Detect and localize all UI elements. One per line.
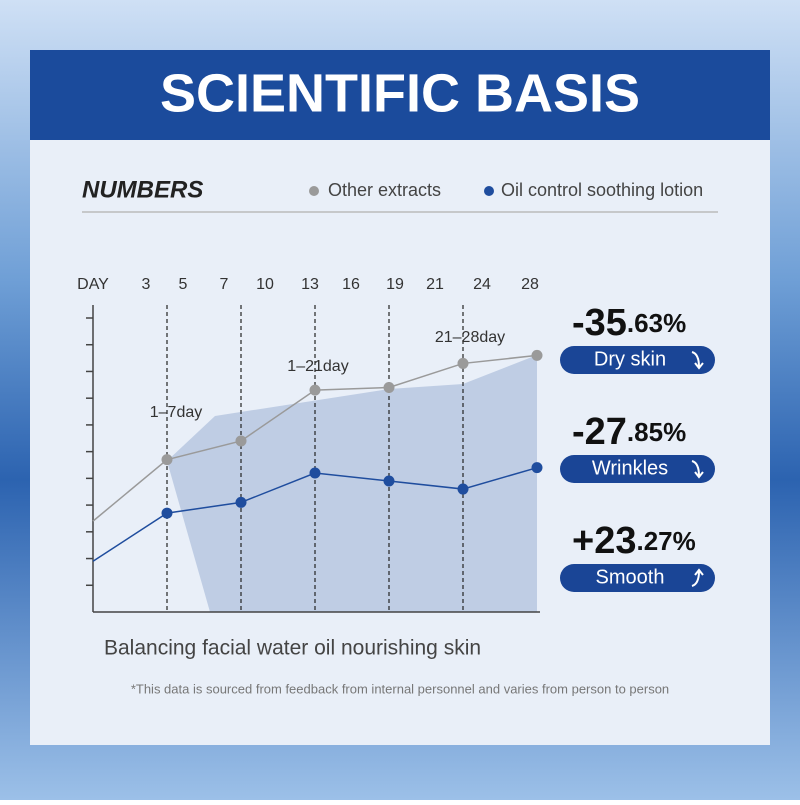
stat-small: .63%: [627, 308, 686, 338]
point: [309, 384, 321, 396]
day-label: 3: [142, 276, 151, 293]
shaded-area: [167, 355, 537, 612]
day-label: 13: [301, 276, 319, 293]
annotation: 21–28day: [435, 329, 505, 346]
dashed-lines: [166, 305, 464, 612]
day-label: 16: [342, 276, 360, 293]
stat-big: -35: [572, 302, 627, 344]
stat-small: .27%: [636, 526, 695, 556]
legend-label: Oil control soothing lotion: [501, 180, 703, 200]
annotation: 1–7day: [150, 404, 203, 421]
header-bar: [30, 50, 770, 140]
caption: Balancing facial water oil nourishing sk…: [104, 637, 481, 660]
point: [457, 483, 469, 495]
point: [383, 381, 395, 393]
point: [383, 475, 395, 487]
day-label: DAY: [77, 276, 109, 293]
stat-value: +23.27%: [572, 520, 696, 562]
point: [235, 435, 247, 447]
legend-marker: [484, 186, 494, 196]
day-label: 10: [256, 276, 274, 293]
point: [235, 496, 247, 508]
stat-value: -27.85%: [572, 411, 686, 453]
annotation: 1–21day: [287, 358, 348, 375]
stat-label: Smooth: [596, 566, 665, 588]
stat-pill: [560, 455, 715, 483]
point: [531, 349, 543, 361]
point: [531, 462, 543, 474]
stat-pill: [560, 346, 715, 374]
section-title: NUMBERS: [82, 176, 203, 203]
legend-marker: [309, 186, 319, 196]
stat-big: -27: [572, 411, 627, 453]
point: [309, 467, 321, 479]
day-label: 28: [521, 276, 539, 293]
point: [161, 454, 173, 466]
stat-arrow: [691, 568, 704, 587]
point: [457, 357, 469, 369]
stat-label: Dry skin: [594, 348, 666, 370]
stat-label: Wrinkles: [592, 457, 668, 479]
point: [161, 507, 173, 519]
stat-arrow: [691, 460, 704, 479]
day-label: 24: [473, 276, 491, 293]
stat-value: -35.63%: [572, 302, 686, 344]
legend-label: Other extracts: [328, 180, 441, 200]
day-label: 5: [179, 276, 188, 293]
day-label: 19: [386, 276, 404, 293]
stat-small: .85%: [627, 417, 686, 447]
day-label: 7: [220, 276, 229, 293]
stat-big: +23: [572, 520, 636, 562]
stat-arrow: [691, 351, 704, 370]
day-label: 21: [426, 276, 444, 293]
footnote: *This data is sourced from feedback from…: [131, 681, 669, 696]
stat-pill: [560, 564, 715, 592]
title: SCIENTIFIC BASIS: [160, 63, 640, 123]
